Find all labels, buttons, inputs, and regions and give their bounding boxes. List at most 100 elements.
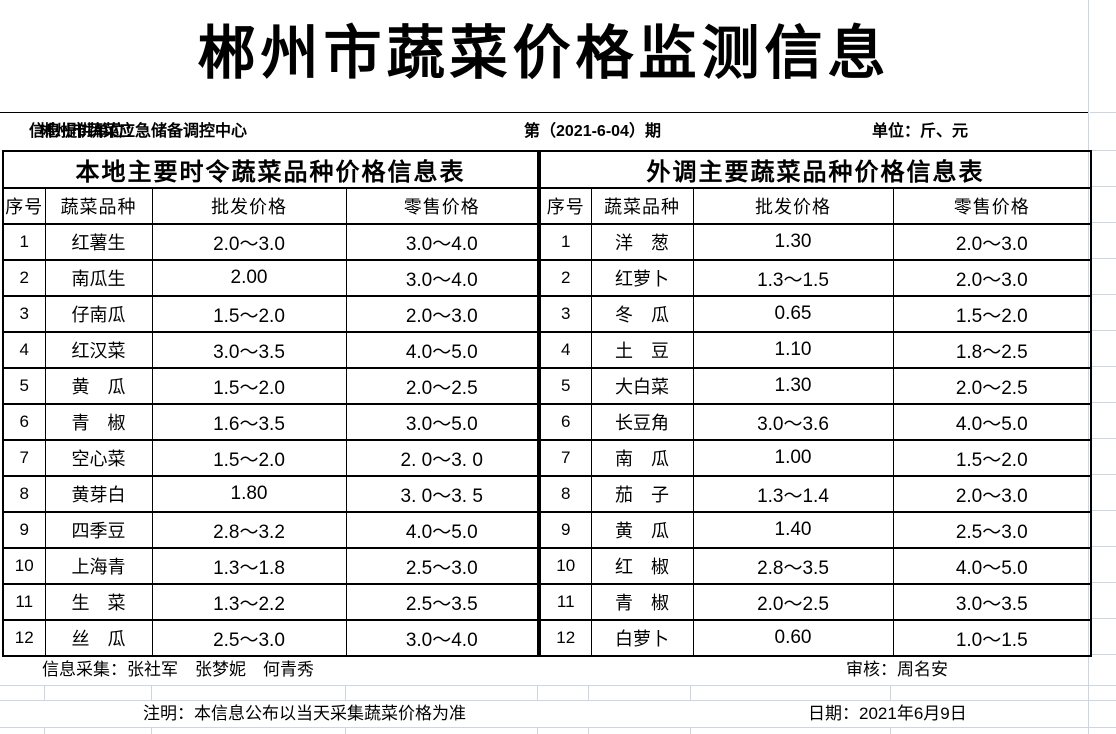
vegetable-name-cell: 上海青 [44,547,153,585]
external-caption-row: 外调主要蔬菜品种价格信息表 [539,150,1092,189]
seq-cell: 2 [2,259,46,297]
vegetable-name-cell: 青 椒 [590,583,694,621]
vegetable-name-cell: 红汉菜 [44,331,153,369]
retail-price-cell: 3. 0～3. 5 [345,475,539,513]
retail-price-cell: 3.0～4.0 [345,223,539,261]
vegetable-name-cell: 四季豆 [44,511,153,549]
vegetable-name-cell: 长豆角 [590,403,694,441]
gridline [1090,186,1116,187]
seq-cell: 2 [539,259,592,297]
wholesale-price-cell: 1.30 [692,367,894,405]
vegetable-name-cell: 黄芽白 [44,475,153,513]
seq-cell: 1 [2,223,46,261]
reviewer-text: 审核：周名安 [846,660,948,679]
date-text: 日期：2021年6月9日 [808,704,967,723]
column-header-wholesale: 批发价格 [692,187,894,225]
seq-cell: 6 [2,403,46,441]
table-row: 1 红薯生 2.0～3.0 3.0～4.0 [2,223,539,261]
retail-price-cell: 3.0～4.0 [345,259,539,297]
gridline [0,700,1116,701]
local-price-table: 本地主要时令蔬菜品种价格信息表 序号 蔬菜品种 批发价格 零售价格 1 红薯生 2.… [2,150,539,657]
price-tables: 本地主要时令蔬菜品种价格信息表 序号 蔬菜品种 批发价格 零售价格 1 红薯生 2.… [2,150,1092,657]
wholesale-price-cell: 1.6～3.5 [151,403,347,441]
seq-cell: 3 [539,295,592,333]
gridline [1090,474,1116,475]
gridline [1090,294,1116,295]
gridline [345,686,346,700]
gridline [0,727,1116,728]
retail-price-cell: 2. 0～3. 0 [345,439,539,477]
gridline [1088,686,1089,700]
seq-cell: 12 [539,619,592,657]
seq-cell: 5 [539,367,592,405]
gridline [588,728,589,734]
provider-label: 信息提供单位： [29,123,142,140]
vegetable-name-cell: 白萝卜 [590,619,694,657]
seq-cell: 11 [2,583,46,621]
retail-price-cell: 3.0～5.0 [345,403,539,441]
gridline [0,685,1116,686]
retail-price-cell: 3.0～3.5 [892,583,1092,621]
table-row: 12 丝 瓜 2.5～3.0 3.0～4.0 [2,619,539,657]
gridline [1090,402,1116,403]
seq-cell: 12 [2,619,46,657]
wholesale-price-cell: 3.0～3.5 [151,331,347,369]
wholesale-price-cell: 2.8～3.2 [151,511,347,549]
column-header-seq: 序号 [2,187,46,225]
seq-cell: 4 [2,331,46,369]
wholesale-price-cell: 0.65 [692,295,894,333]
gridline [690,728,691,734]
local-caption-row: 本地主要时令蔬菜品种价格信息表 [2,150,539,189]
gridline [1090,546,1116,547]
wholesale-price-cell: 1.3～1.5 [692,259,894,297]
retail-price-cell: 2.0～3.0 [892,259,1092,297]
wholesale-price-cell: 2.8～3.5 [692,547,894,585]
issue-number: 第（2021-6-04）期 [524,123,661,140]
wholesale-price-cell: 1.3～1.4 [692,475,894,513]
retail-price-cell: 2.0～2.5 [345,367,539,405]
column-header-vegetable: 蔬菜品种 [590,187,694,225]
column-header-seq: 序号 [539,187,592,225]
retail-price-cell: 4.0～5.0 [345,331,539,369]
collectors-text: 信息采集：张社军 张梦妮 何青秀 [42,660,314,679]
info-bar: 信息提供单位： 郴州市蔬菜应急储备调控中心 第（2021-6-04）期 单位：斤、… [0,112,1088,151]
retail-price-cell: 4.0～5.0 [892,403,1092,441]
wholesale-price-cell: 1.5～2.0 [151,295,347,333]
wholesale-price-cell: 1.40 [692,511,894,549]
wholesale-price-cell: 2.0～2.5 [692,583,894,621]
wholesale-price-cell: 1.80 [151,475,347,513]
retail-price-cell: 2.0～2.5 [892,367,1092,405]
vegetable-name-cell: 大白菜 [590,367,694,405]
vegetable-name-cell: 茄 子 [590,475,694,513]
gridline [1090,366,1116,367]
retail-price-cell: 1.5～2.0 [892,295,1092,333]
gridline [1090,582,1116,583]
retail-price-cell: 3.0～4.0 [345,619,539,657]
gridline [151,728,152,734]
vegetable-name-cell: 红 椒 [590,547,694,585]
column-header-retail: 零售价格 [345,187,539,225]
wholesale-price-cell: 3.0～3.6 [692,403,894,441]
seq-cell: 9 [2,511,46,549]
seq-cell: 11 [539,583,592,621]
retail-price-cell: 2.0～3.0 [892,475,1092,513]
seq-cell: 3 [2,295,46,333]
external-table-caption: 外调主要蔬菜品种价格信息表 [539,150,1092,189]
table-row: 3 仔南瓜 1.5～2.0 2.0～3.0 [2,295,539,333]
seq-cell: 7 [539,439,592,477]
gridline [1090,150,1116,151]
table-row: 4 红汉菜 3.0～3.5 4.0～5.0 [2,331,539,369]
seq-cell: 9 [539,511,592,549]
retail-price-cell: 4.0～5.0 [345,511,539,549]
table-row: 12 白萝卜 0.60 1.0～1.5 [539,619,1092,657]
gridline [1090,654,1116,655]
local-table-caption: 本地主要时令蔬菜品种价格信息表 [2,150,539,189]
gridline [537,686,538,700]
vegetable-name-cell: 黄 瓜 [44,367,153,405]
column-header-vegetable: 蔬菜品种 [44,187,153,225]
wholesale-price-cell: 0.60 [692,619,894,657]
